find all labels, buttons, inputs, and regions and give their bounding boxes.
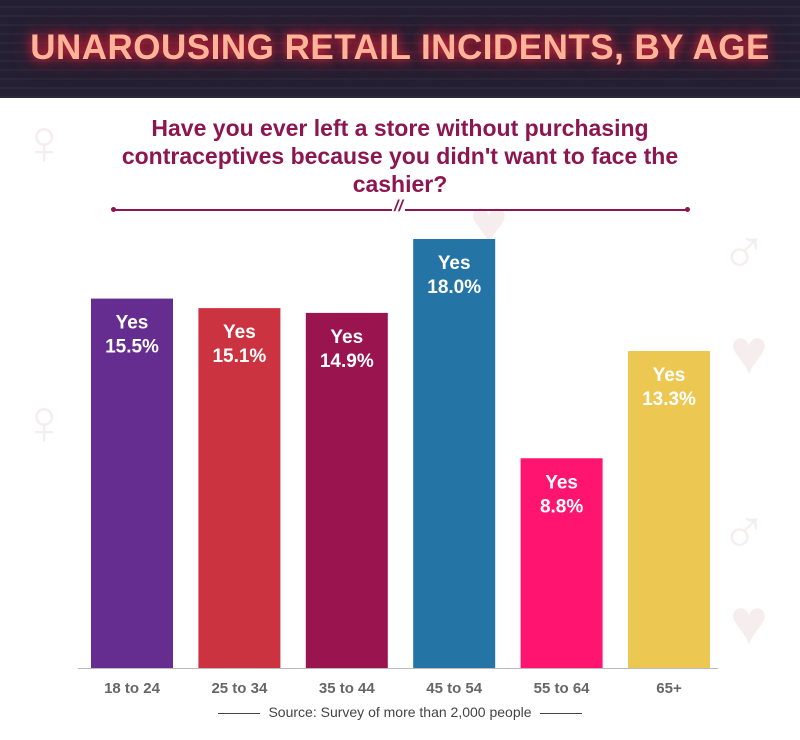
female-symbol-icon: ♀ [20,106,68,178]
bar-value-label: 13.3% [642,389,696,410]
bar-value-label: 15.5% [105,337,159,358]
bar-label-prefix: Yes [116,313,149,334]
x-tick-label: 25 to 34 [211,680,268,697]
x-tick-label: 65+ [656,680,682,697]
bar [628,351,710,668]
divider-slash: // [392,198,405,216]
bar-value-label: 18.0% [427,277,481,298]
female-symbol-icon: ♀ [20,386,68,458]
bar-value-label: 14.9% [320,351,374,372]
bar [520,458,603,668]
bar [305,312,388,668]
bar-label-prefix: Yes [330,327,363,348]
chart-question: Have you ever left a store without purch… [121,115,679,197]
x-tick-label: 45 to 54 [426,680,483,697]
x-tick-label: 18 to 24 [104,680,161,697]
bar-label-prefix: Yes [223,322,256,343]
male-symbol-icon: ♂ [720,496,768,568]
x-tick-label: 35 to 44 [319,680,376,697]
heart-icon: ♥ [730,586,768,658]
bar [198,308,281,668]
source-text: Source: Survey of more than 2,000 people [268,704,532,720]
bar-label-prefix: Yes [438,253,471,274]
header-banner: UNAROUSING RETAIL INCIDENTS, BY AGE [0,0,800,98]
page-title: UNAROUSING RETAIL INCIDENTS, BY AGE [30,28,770,67]
male-symbol-icon: ♂ [720,216,768,288]
bar [413,239,496,668]
bar-value-label: 8.8% [540,496,583,517]
x-tick-label: 55 to 64 [534,680,591,697]
bar-label-prefix: Yes [545,472,578,493]
source-note: Source: Survey of more than 2,000 people [0,704,800,720]
bar-value-label: 15.1% [212,346,266,367]
heart-icon: ♥ [730,316,768,388]
bar [91,298,173,668]
bar-label-prefix: Yes [653,365,686,386]
